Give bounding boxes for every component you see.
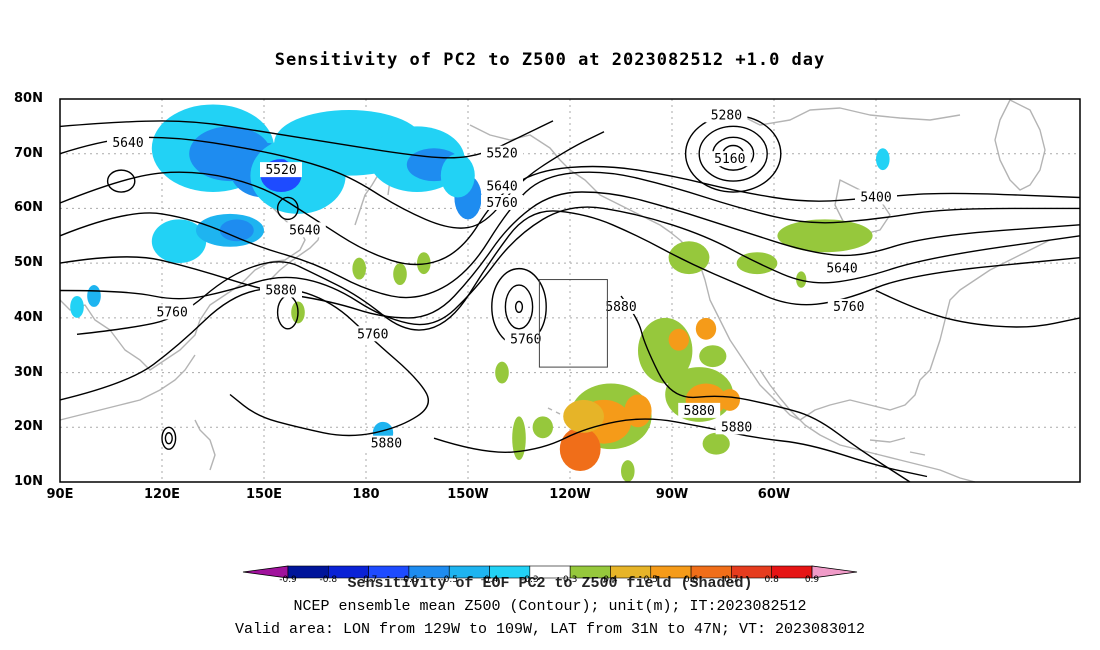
sensitivity-blob bbox=[699, 345, 726, 367]
contour-label: 5760 bbox=[833, 300, 864, 315]
lon-tick-label: 120E bbox=[144, 487, 180, 502]
sensitivity-blob bbox=[533, 416, 553, 438]
sensitivity-blob bbox=[563, 400, 604, 433]
lon-tick-label: 60W bbox=[758, 487, 790, 502]
lat-tick-label: 80N bbox=[14, 91, 43, 106]
sensitivity-blob bbox=[696, 318, 716, 340]
lat-tick-label: 20N bbox=[14, 419, 43, 434]
lon-tick-label: 150W bbox=[447, 487, 488, 502]
lat-tick-label: 30N bbox=[14, 365, 43, 380]
z500-closed-contour bbox=[505, 285, 532, 329]
z500-closed-contour bbox=[165, 433, 172, 444]
contour-label: 5760 bbox=[357, 327, 388, 342]
caption-shaded: Sensitivity of EOF PC2 to Z500 field (Sh… bbox=[0, 575, 1100, 592]
z500-closed-contour bbox=[516, 301, 523, 312]
lat-tick-label: 10N bbox=[14, 474, 43, 489]
contour-label: 5760 bbox=[510, 333, 541, 348]
contour-label: 5760 bbox=[157, 305, 188, 320]
contour-label: 5880 bbox=[721, 420, 752, 435]
caption-valid-area: Valid area: LON from 129W to 109W, LAT f… bbox=[0, 621, 1100, 638]
z500-contour-line bbox=[876, 291, 1080, 327]
coastline-china-south bbox=[60, 355, 195, 420]
contour-label: 5520 bbox=[486, 147, 517, 162]
sensitivity-blob bbox=[669, 329, 689, 351]
contour-label: 5880 bbox=[371, 437, 402, 452]
lon-tick-label: 90W bbox=[656, 487, 688, 502]
lat-tick-label: 40N bbox=[14, 310, 43, 325]
lat-tick-label: 60N bbox=[14, 200, 43, 215]
sensitivity-blob bbox=[352, 258, 366, 280]
lon-tick-label: 120W bbox=[549, 487, 590, 502]
sensitivity-blob bbox=[720, 389, 740, 411]
valid-area-box bbox=[539, 280, 607, 368]
contour-label: 5880 bbox=[265, 284, 296, 299]
contour-label: 5760 bbox=[486, 196, 517, 211]
sensitivity-blob bbox=[87, 285, 101, 307]
contour-label: 5280 bbox=[711, 108, 742, 123]
lon-tick-label: 90E bbox=[47, 487, 74, 502]
coastline-hawaii bbox=[548, 408, 560, 414]
lon-tick-label: 150E bbox=[246, 487, 282, 502]
sensitivity-blob bbox=[560, 427, 601, 471]
caption-contour: NCEP ensemble mean Z500 (Contour); unit(… bbox=[0, 598, 1100, 615]
sensitivity-blob bbox=[441, 154, 475, 198]
lat-tick-label: 50N bbox=[14, 255, 43, 270]
sensitivity-blob bbox=[70, 296, 84, 318]
sensitivity-blob bbox=[703, 433, 730, 455]
sensitivity-blob bbox=[393, 263, 407, 285]
coastline-mexico bbox=[760, 370, 920, 465]
contour-label: 5640 bbox=[112, 136, 143, 151]
contour-label: 5640 bbox=[826, 262, 857, 277]
sensitivity-blob bbox=[638, 318, 692, 384]
sensitivity-blob bbox=[621, 460, 635, 482]
sensitivity-blob bbox=[495, 362, 509, 384]
coastline-greenland bbox=[995, 100, 1045, 190]
coastline-south-america bbox=[920, 465, 975, 482]
contour-label: 5880 bbox=[605, 300, 636, 315]
contour-label: 5640 bbox=[289, 223, 320, 238]
sensitivity-blob bbox=[876, 148, 890, 170]
contour-label: 5160 bbox=[714, 152, 745, 167]
coastline-caribbean bbox=[870, 438, 925, 455]
lon-tick-label: 180 bbox=[352, 487, 379, 502]
contour-label: 5880 bbox=[684, 404, 715, 419]
contour-label: 5400 bbox=[860, 190, 891, 205]
z500-closed-contour bbox=[162, 427, 176, 449]
sensitivity-blob bbox=[512, 416, 526, 460]
contour-label: 5640 bbox=[486, 180, 517, 195]
z500-contour-line bbox=[60, 192, 1080, 318]
contour-label: 5520 bbox=[265, 163, 296, 178]
lat-tick-label: 70N bbox=[14, 146, 43, 161]
sensitivity-blob bbox=[624, 394, 651, 427]
